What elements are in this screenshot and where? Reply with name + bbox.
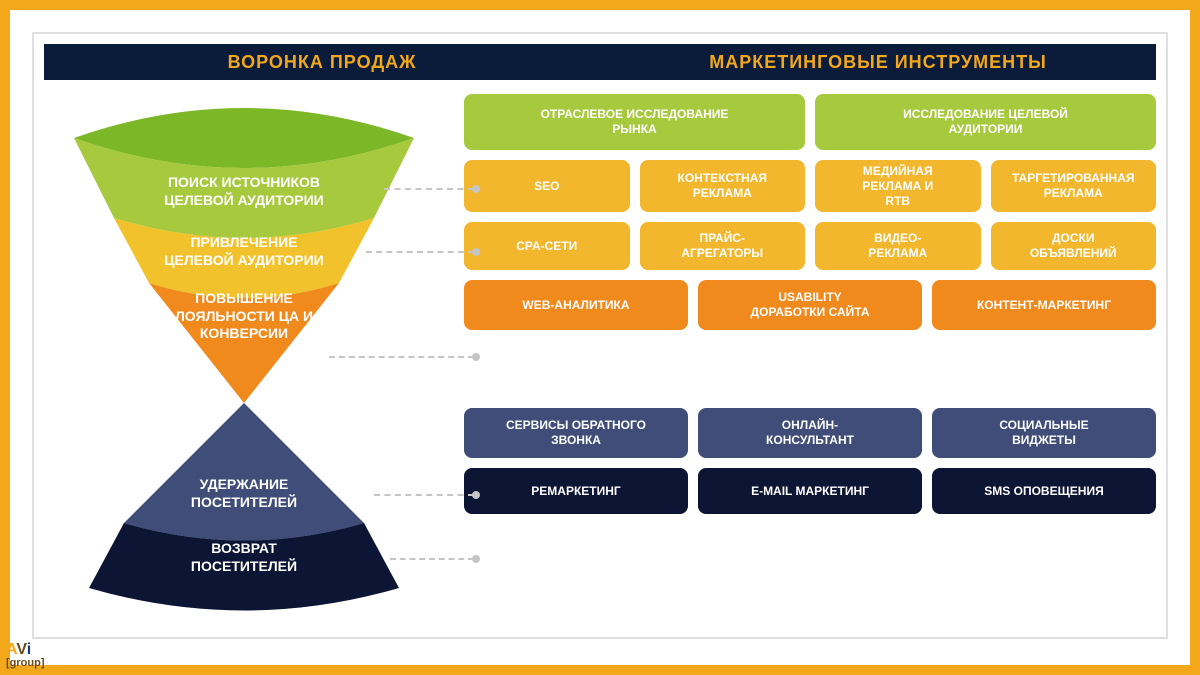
tool-box: USABILITY ДОРАБОТКИ САЙТА [698, 280, 922, 330]
tool-box: ТАРГЕТИРОВАННАЯ РЕКЛАМА [991, 160, 1157, 212]
header-bar: ВОРОНКА ПРОДАЖ МАРКЕТИНГОВЫЕ ИНСТРУМЕНТЫ [44, 44, 1156, 80]
inner-frame: ВОРОНКА ПРОДАЖ МАРКЕТИНГОВЫЕ ИНСТРУМЕНТЫ… [32, 32, 1168, 639]
connector-1 [384, 188, 474, 190]
tool-box: СЕРВИСЫ ОБРАТНОГО ЗВОНКА [464, 408, 688, 458]
tool-row: РЕМАРКЕТИНГE-MAIL МАРКЕТИНГSMS ОПОВЕЩЕНИ… [464, 468, 1156, 514]
tool-row: WEB-АНАЛИТИКАUSABILITY ДОРАБОТКИ САЙТАКО… [464, 280, 1156, 330]
tools-gap [464, 340, 1156, 398]
tools-column: ОТРАСЛЕВОЕ ИССЛЕДОВАНИЕ РЫНКАИССЛЕДОВАНИ… [464, 88, 1156, 628]
tool-box: CPA-СЕТИ [464, 222, 630, 270]
tool-box: ПРАЙС- АГРЕГАТОРЫ [640, 222, 806, 270]
tool-row: CPA-СЕТИПРАЙС- АГРЕГАТОРЫВИДЕО- РЕКЛАМАД… [464, 222, 1156, 270]
tool-row: SEOКОНТЕКСТНАЯ РЕКЛАМАМЕДИЙНАЯ РЕКЛАМА И… [464, 160, 1156, 212]
funnel-label-1: ПОИСК ИСТОЧНИКОВ ЦЕЛЕВОЙ АУДИТОРИИ [44, 174, 444, 209]
tool-box: КОНТЕНТ-МАРКЕТИНГ [932, 280, 1156, 330]
funnel-column: ПОИСК ИСТОЧНИКОВ ЦЕЛЕВОЙ АУДИТОРИИ ПРИВЛ… [44, 88, 444, 628]
tool-box: МЕДИЙНАЯ РЕКЛАМА И RTB [815, 160, 981, 212]
tool-box: ОТРАСЛЕВОЕ ИССЛЕДОВАНИЕ РЫНКА [464, 94, 805, 150]
tool-box: SMS ОПОВЕЩЕНИЯ [932, 468, 1156, 514]
connector-3 [329, 356, 474, 358]
logo-i: i [27, 641, 31, 658]
header-right: МАРКЕТИНГОВЫЕ ИНСТРУМЕНТЫ [600, 44, 1156, 80]
header-left: ВОРОНКА ПРОДАЖ [44, 44, 600, 80]
tool-box: ДОСКИ ОБЪЯВЛЕНИЙ [991, 222, 1157, 270]
tool-box: ОНЛАЙН- КОНСУЛЬТАНТ [698, 408, 922, 458]
tool-box: РЕМАРКЕТИНГ [464, 468, 688, 514]
tool-box: ИССЛЕДОВАНИЕ ЦЕЛЕВОЙ АУДИТОРИИ [815, 94, 1156, 150]
tool-row: ОТРАСЛЕВОЕ ИССЛЕДОВАНИЕ РЫНКАИССЛЕДОВАНИ… [464, 94, 1156, 150]
funnel-label-3: ПОВЫШЕНИЕ ЛОЯЛЬНОСТИ ЦА И КОНВЕРСИИ [44, 290, 444, 343]
tool-box: WEB-АНАЛИТИКА [464, 280, 688, 330]
tool-box: E-MAIL МАРКЕТИНГ [698, 468, 922, 514]
tool-box: ВИДЕО- РЕКЛАМА [815, 222, 981, 270]
logo: AVi [group] [6, 641, 44, 669]
logo-a: A [6, 641, 16, 658]
connector-4 [374, 494, 474, 496]
tool-box: КОНТЕКСТНАЯ РЕКЛАМА [640, 160, 806, 212]
tool-box: СОЦИАЛЬНЫЕ ВИДЖЕТЫ [932, 408, 1156, 458]
logo-v: V [16, 641, 26, 658]
tool-row: СЕРВИСЫ ОБРАТНОГО ЗВОНКАОНЛАЙН- КОНСУЛЬТ… [464, 408, 1156, 458]
funnel-stage4 [124, 403, 364, 541]
content: ПОИСК ИСТОЧНИКОВ ЦЕЛЕВОЙ АУДИТОРИИ ПРИВЛ… [34, 80, 1166, 636]
connector-5 [390, 558, 474, 560]
connector-2 [366, 251, 474, 253]
logo-sub: [group] [6, 659, 44, 669]
funnel-label-5: ВОЗВРАТ ПОСЕТИТЕЛЕЙ [44, 540, 444, 575]
tool-box: SEO [464, 160, 630, 212]
